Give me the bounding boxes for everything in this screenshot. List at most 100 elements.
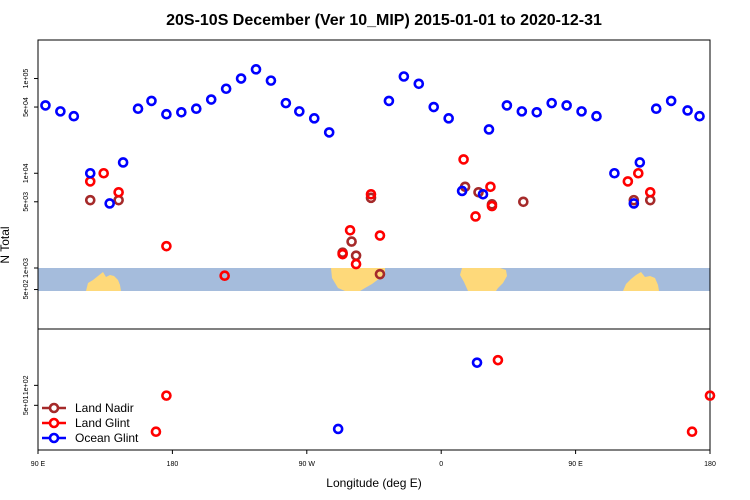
ocean-glint-point — [516, 106, 528, 117]
ocean-glint-point — [483, 124, 495, 135]
ocean-glint-point — [694, 110, 705, 122]
land-glint-point — [622, 176, 634, 187]
land-glint-point — [98, 167, 110, 179]
legend-label: Ocean Glint — [75, 431, 139, 445]
ocean-glint-point — [280, 97, 292, 109]
y-axis-label: N Total — [0, 226, 12, 263]
legend-marker — [48, 417, 60, 429]
land-glint-point — [704, 390, 716, 401]
legend-label: Land Nadir — [75, 401, 134, 415]
land-glint-point — [644, 186, 656, 198]
land-glint-point — [374, 230, 386, 241]
upper-y-tick-label: 5e+03 — [23, 192, 30, 212]
land-glint-point — [458, 154, 469, 165]
land-nadir-point — [346, 236, 357, 247]
ocean-glint-point — [68, 110, 80, 122]
ocean-glint-point — [294, 106, 305, 117]
x-tick-label: 0 — [439, 461, 443, 468]
ocean-glint-point — [413, 78, 425, 90]
ocean-glint-point — [250, 64, 262, 75]
ocean-glint-point — [576, 106, 587, 117]
ocean-glint-point — [591, 110, 602, 122]
land-australia-east — [623, 272, 659, 291]
lower-plot-frame — [37, 328, 711, 451]
legend-marker — [48, 432, 60, 444]
land-nadir-point — [84, 194, 96, 206]
ocean-glint-point — [104, 198, 115, 209]
x-tick-label: 90 W — [299, 461, 316, 468]
ocean-glint-point — [477, 188, 489, 200]
ocean-glint-point — [55, 106, 66, 117]
ocean-glint-point — [176, 106, 187, 118]
ocean-glint-point — [84, 167, 96, 179]
ocean-glint-point — [650, 103, 662, 115]
ocean-glint-point — [398, 71, 410, 82]
land-nadir-point — [374, 268, 386, 280]
land-glint-point — [485, 181, 496, 193]
lower-y-tick-label: 1e+02 — [23, 375, 30, 395]
ocean-glint-point — [220, 83, 232, 95]
land-glint-point — [113, 186, 124, 198]
land-glint-point — [161, 390, 172, 401]
ocean-glint-point — [546, 97, 558, 109]
ocean-glint-point — [205, 94, 217, 105]
upper-panel: 5e+02 1e+03 5e+03 1e+04 5e+04 1e+05 — [23, 39, 711, 330]
ocean-glint-point — [265, 75, 277, 86]
land-americas — [331, 268, 385, 291]
x-axis: 90 E 180 90 W 0 90 E 180 — [31, 450, 716, 468]
land-glint-point — [84, 176, 96, 187]
land-nadir-point — [350, 250, 362, 261]
land-glint-point — [492, 354, 504, 366]
data-points — [40, 64, 716, 438]
legend-label: Land Glint — [75, 416, 130, 430]
ocean-glint-point — [332, 423, 344, 435]
ocean-glint-point — [561, 100, 572, 111]
ocean-glint-point — [628, 198, 640, 209]
upper-y-tick-label: 5e+04 — [23, 97, 30, 117]
land-glint-point — [365, 188, 377, 200]
ocean-glint-point — [323, 127, 335, 138]
ocean-glint-point — [161, 108, 172, 120]
land-glint-point — [486, 200, 498, 212]
land-glint-point — [161, 240, 172, 252]
legend-item-land-glint: Land Glint — [42, 416, 130, 430]
ocean-glint-point — [456, 185, 468, 197]
land-glint-point — [219, 270, 230, 282]
ocean-glint-point — [634, 157, 646, 168]
upper-y-tick-label: 1e+04 — [23, 163, 30, 183]
ocean-glint-point — [682, 105, 693, 116]
legend-marker — [48, 402, 60, 414]
land-glint-point — [686, 426, 698, 438]
land-glint-point — [150, 426, 162, 438]
ocean-glint-point — [235, 73, 247, 84]
land-glint-point — [470, 211, 481, 222]
ocean-glint-point — [665, 95, 677, 107]
land-nadir-point — [365, 192, 377, 204]
land-glint-point — [337, 248, 348, 260]
ocean-glint-point — [308, 113, 320, 124]
legend-item-land-nadir: Land Nadir — [42, 401, 134, 415]
ocean-glint-point — [40, 100, 51, 111]
x-tick-label: 180 — [167, 461, 179, 468]
x-axis-label: Longitude (deg E) — [326, 476, 421, 490]
ocean-glint-point — [428, 101, 440, 113]
upper-y-tick-label: 5e+02 — [23, 280, 30, 300]
x-tick-label: 90 E — [31, 461, 46, 468]
chart-title: 20S-10S December (Ver 10_MIP) 2015-01-01… — [166, 12, 602, 29]
ocean-glint-point — [609, 167, 620, 179]
ocean-glint-point — [383, 95, 395, 107]
legend-item-ocean-glint: Ocean Glint — [42, 431, 139, 445]
x-tick-label: 180 — [704, 461, 716, 468]
land-australia-west — [86, 272, 121, 291]
upper-y-tick-label: 1e+05 — [23, 69, 30, 89]
land-glint-point — [344, 224, 356, 236]
upper-y-tick-label: 1e+03 — [23, 258, 30, 278]
ocean-glint-point — [501, 100, 513, 111]
ocean-glint-point — [471, 357, 483, 368]
land-nadir-point — [518, 196, 529, 208]
land-africa — [460, 268, 507, 291]
land-glint-point — [350, 258, 362, 270]
